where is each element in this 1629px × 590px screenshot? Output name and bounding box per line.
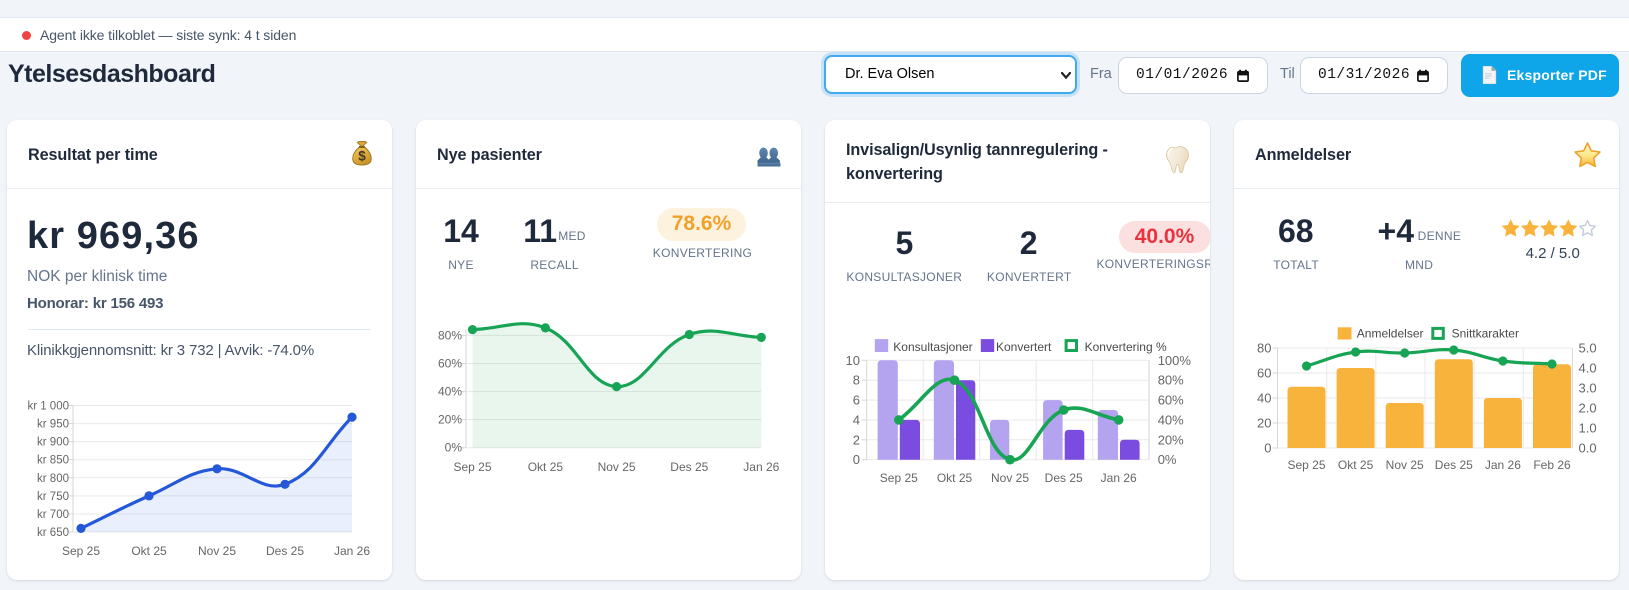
svg-text:kr 850: kr 850 — [37, 455, 69, 467]
svg-text:3.0: 3.0 — [1579, 381, 1597, 396]
svg-text:Sep 25: Sep 25 — [62, 544, 100, 558]
svg-text:Konsultasjoner: Konsultasjoner — [893, 340, 972, 354]
svg-text:Nov 25: Nov 25 — [991, 471, 1029, 485]
svg-text:0: 0 — [853, 452, 860, 467]
svg-text:kr 1 000: kr 1 000 — [27, 401, 69, 413]
svg-text:0%: 0% — [445, 441, 463, 455]
svg-text:Konvertering %: Konvertering % — [1085, 340, 1167, 354]
svg-text:kr 800: kr 800 — [37, 473, 69, 485]
svg-text:Sep 25: Sep 25 — [1287, 458, 1325, 472]
svg-text:Okt 25: Okt 25 — [131, 544, 167, 558]
svg-text:kr 950: kr 950 — [37, 419, 69, 431]
svg-text:5.0: 5.0 — [1579, 341, 1597, 356]
svg-text:2: 2 — [853, 432, 860, 447]
svg-text:80%: 80% — [438, 328, 462, 342]
svg-text:6: 6 — [853, 393, 860, 408]
svg-text:100%: 100% — [1158, 353, 1192, 368]
svg-text:40%: 40% — [1158, 413, 1184, 428]
svg-text:40: 40 — [1257, 391, 1271, 406]
svg-text:Okt 25: Okt 25 — [937, 471, 973, 485]
svg-text:1.0: 1.0 — [1579, 421, 1597, 436]
svg-text:20%: 20% — [1158, 432, 1184, 447]
svg-text:20: 20 — [1257, 416, 1271, 431]
svg-text:0.0: 0.0 — [1579, 441, 1597, 456]
svg-text:0: 0 — [1264, 441, 1271, 456]
svg-text:Sep 25: Sep 25 — [880, 471, 918, 485]
svg-text:Jan 26: Jan 26 — [334, 544, 370, 558]
svg-text:Des 25: Des 25 — [1045, 471, 1083, 485]
svg-text:Des 25: Des 25 — [266, 544, 304, 558]
svg-text:Okt 25: Okt 25 — [528, 460, 564, 474]
svg-text:4: 4 — [853, 413, 860, 428]
svg-text:kr 900: kr 900 — [37, 437, 69, 449]
svg-text:80: 80 — [1257, 341, 1271, 356]
svg-text:10: 10 — [846, 353, 860, 368]
svg-text:Nov 25: Nov 25 — [1386, 458, 1424, 472]
svg-text:80%: 80% — [1158, 373, 1184, 388]
svg-text:Sep 25: Sep 25 — [453, 460, 491, 474]
svg-text:60: 60 — [1257, 366, 1271, 381]
svg-text:Nov 25: Nov 25 — [598, 460, 636, 474]
svg-text:Nov 25: Nov 25 — [198, 544, 236, 558]
svg-text:40%: 40% — [438, 385, 462, 399]
svg-text:Des 25: Des 25 — [670, 460, 708, 474]
svg-text:Jan 26: Jan 26 — [1485, 458, 1521, 472]
svg-text:2.0: 2.0 — [1579, 401, 1597, 416]
svg-text:kr 700: kr 700 — [37, 509, 69, 521]
svg-text:Jan 26: Jan 26 — [743, 460, 779, 474]
svg-text:kr 650: kr 650 — [37, 527, 69, 539]
svg-text:60%: 60% — [438, 357, 462, 371]
svg-text:8: 8 — [853, 373, 860, 388]
svg-text:$: $ — [358, 149, 366, 164]
svg-text:Anmeldelser: Anmeldelser — [1357, 326, 1424, 340]
svg-text:Jan 26: Jan 26 — [1101, 471, 1137, 485]
svg-text:Des 25: Des 25 — [1435, 458, 1473, 472]
svg-text:Konvertert: Konvertert — [996, 340, 1052, 354]
svg-text:Feb 26: Feb 26 — [1533, 458, 1571, 472]
svg-text:20%: 20% — [438, 413, 462, 427]
svg-text:kr 750: kr 750 — [37, 491, 69, 503]
svg-text:4.0: 4.0 — [1579, 361, 1597, 376]
svg-text:Snittkarakter: Snittkarakter — [1452, 326, 1519, 340]
svg-text:60%: 60% — [1158, 393, 1184, 408]
svg-text:0%: 0% — [1158, 452, 1177, 467]
svg-text:Okt 25: Okt 25 — [1338, 458, 1374, 472]
